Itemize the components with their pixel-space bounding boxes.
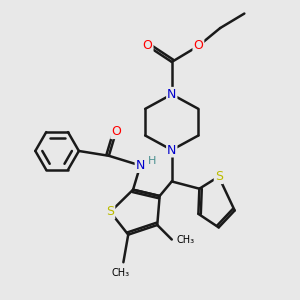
Text: S: S bbox=[215, 170, 223, 183]
Text: O: O bbox=[142, 40, 152, 52]
Text: CH₃: CH₃ bbox=[112, 268, 130, 278]
Text: O: O bbox=[111, 125, 121, 138]
Text: N: N bbox=[136, 159, 145, 172]
Text: CH₃: CH₃ bbox=[177, 235, 195, 244]
Text: N: N bbox=[167, 143, 176, 157]
Text: S: S bbox=[106, 206, 114, 218]
Text: O: O bbox=[194, 40, 203, 52]
Text: H: H bbox=[148, 156, 157, 166]
Text: N: N bbox=[167, 88, 176, 101]
